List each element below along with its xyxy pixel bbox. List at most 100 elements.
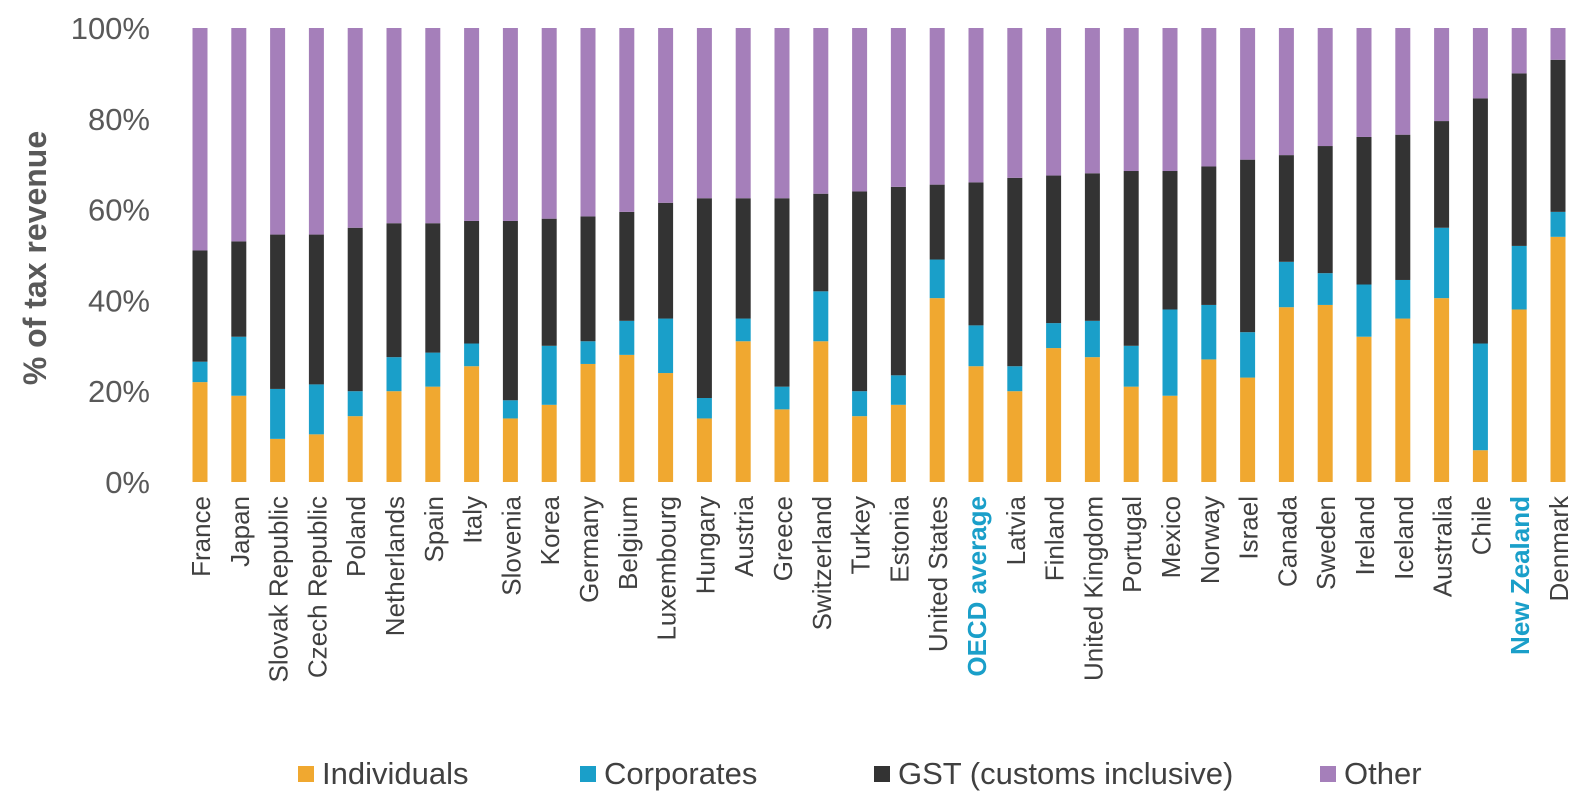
x-tick-label: Poland (341, 496, 371, 577)
bar-segment (308, 384, 324, 435)
bar-segment (270, 388, 286, 439)
bar-segment (1434, 121, 1450, 228)
x-tick-label: Australia (1428, 495, 1458, 597)
bar-segment (270, 234, 286, 389)
bar-segment (1046, 323, 1062, 349)
bar-segment (1007, 177, 1023, 367)
bar-segment (425, 28, 441, 224)
bar-segment (386, 357, 402, 392)
bar-segment (774, 28, 790, 199)
x-tick-label: Estonia (884, 495, 914, 582)
bar-segment (464, 366, 480, 482)
bar-segment (502, 400, 518, 419)
bar-segment (1240, 28, 1256, 160)
bar-segment (1472, 343, 1488, 451)
bar-segment (813, 291, 829, 342)
x-tick-label: Slovak Republic (264, 496, 294, 682)
bar-segment (1007, 28, 1023, 178)
bar-segment (347, 28, 363, 228)
bar-segment (813, 28, 829, 194)
bar-segment (386, 223, 402, 358)
bar-segment (619, 320, 635, 355)
legend-item: Individuals (298, 752, 468, 796)
bar-segment (270, 438, 286, 482)
bar-segment (231, 241, 247, 337)
bar-segment (1395, 279, 1411, 319)
bar-segment (1395, 28, 1411, 135)
legend-label: Other (1344, 756, 1422, 791)
bar-segment (580, 28, 596, 217)
y-axis-title: % of tax revenue (17, 131, 53, 385)
bar-segment (929, 298, 945, 482)
y-axis-ticks: 0% 20% 40% 60% 80% 100% (71, 11, 150, 500)
x-tick-label: Iceland (1389, 496, 1419, 580)
y-tick-label: 20% (88, 374, 150, 409)
bar-segment (1356, 136, 1372, 285)
bar-segment (1317, 273, 1333, 305)
bar-segment (1317, 146, 1333, 274)
bar-segment (1240, 377, 1256, 482)
bar-segment (580, 216, 596, 342)
bar-segment (1395, 134, 1411, 280)
bar-segment (735, 28, 751, 199)
bar-segment (502, 418, 518, 482)
bar-segment (1472, 450, 1488, 482)
legend-item: Corporates (580, 752, 757, 796)
bar-segment (1511, 309, 1527, 482)
bar-segment (580, 363, 596, 482)
x-tick-label: Hungary (690, 496, 720, 594)
bar-segment (1550, 59, 1566, 212)
bar-segment (308, 28, 324, 235)
x-tick-label: Ireland (1350, 496, 1380, 576)
bar-segment (658, 373, 674, 482)
bar-segment (1356, 336, 1372, 482)
bar-segment (813, 341, 829, 482)
bar-segment (1084, 28, 1100, 174)
bar-segment (1278, 155, 1294, 262)
bar-segment (1007, 366, 1023, 392)
x-tick-label: Belgium (613, 496, 643, 590)
bar-segment (929, 28, 945, 185)
legend: Individuals Corporates GST (customs inclus… (0, 752, 1572, 796)
bar-segment (1201, 166, 1217, 305)
bar-segment (1550, 236, 1566, 482)
bar-segment (619, 28, 635, 212)
bar-segment (541, 404, 557, 482)
x-tick-label: Chile (1466, 496, 1496, 555)
x-tick-label: Luxembourg (652, 496, 682, 641)
x-tick-label: Mexico (1156, 496, 1186, 578)
legend-swatch (580, 766, 596, 782)
bar-segment (658, 28, 674, 203)
bar-segment (929, 184, 945, 260)
bar-segment (1046, 175, 1062, 324)
bar-segment (1356, 284, 1372, 337)
bar-segment (308, 434, 324, 482)
x-tick-label: Slovenia (496, 495, 526, 595)
x-tick-label: Finland (1040, 496, 1070, 581)
bar-segment (1201, 359, 1217, 482)
bar-segment (1395, 318, 1411, 482)
bar-segment (1434, 298, 1450, 482)
bar-segment (1550, 211, 1566, 237)
bar-segment (1123, 28, 1139, 172)
bar-segment (1472, 98, 1488, 344)
bar-segment (1240, 159, 1256, 333)
bar-segment (1162, 395, 1178, 482)
bar-segment (231, 395, 247, 482)
x-tick-label: Denmark (1544, 495, 1572, 601)
bar-segment (231, 336, 247, 396)
bar-segment (735, 198, 751, 319)
bar-segment (735, 318, 751, 342)
bar-segment (658, 318, 674, 374)
x-tick-label: France (186, 496, 216, 577)
bar-segment (464, 220, 480, 344)
bar-segment (1162, 171, 1178, 310)
bar-segment (774, 386, 790, 410)
bar-segment (1046, 348, 1062, 482)
y-tick-label: 80% (88, 102, 150, 137)
x-tick-label: Sweden (1311, 496, 1341, 590)
bar-segment (890, 186, 906, 376)
bars-group (192, 28, 1566, 482)
bar-segment (852, 416, 868, 482)
bar-segment (1084, 320, 1100, 358)
